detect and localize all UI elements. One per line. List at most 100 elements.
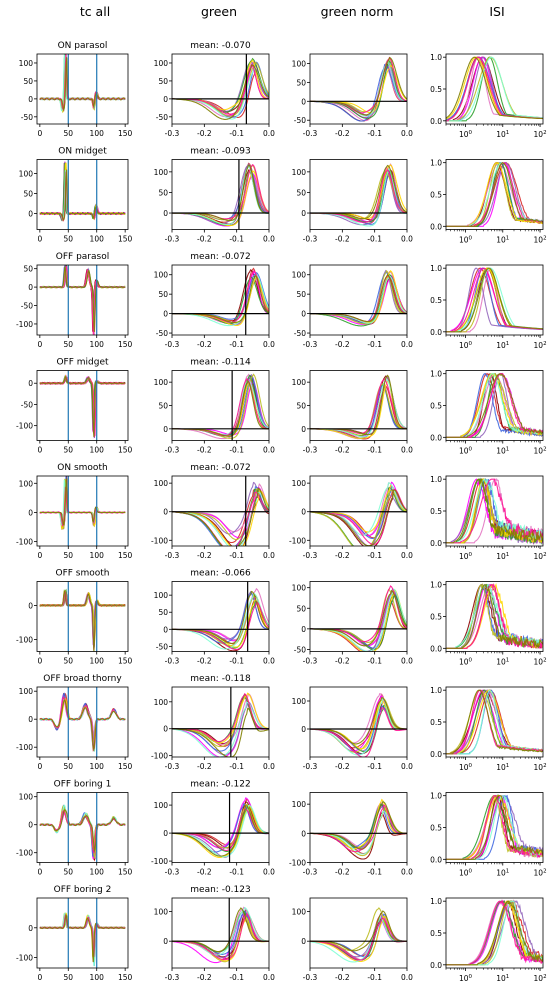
column-title-0: tc all bbox=[80, 4, 110, 19]
axes-frame bbox=[36, 475, 129, 547]
green-trace bbox=[172, 487, 269, 546]
x-tick-label: -0.1 bbox=[367, 551, 382, 560]
y-tick-label: 0.5 bbox=[430, 507, 442, 516]
y-tick-label: -50 bbox=[294, 329, 306, 338]
tc-trace bbox=[39, 478, 126, 530]
y-tick-label: 1.0 bbox=[430, 370, 442, 379]
y-tick-label: 1.0 bbox=[430, 581, 442, 590]
x-tick-label: 150 bbox=[118, 762, 133, 771]
axes-r4-c1: mean: -0.072 -100 0 100 -0.3 -0.2 -0.1 0.0 bbox=[151, 463, 275, 560]
green-trace bbox=[172, 913, 269, 961]
y-tick-label: 1.0 bbox=[430, 475, 442, 484]
x-tick-label: -0.3 bbox=[303, 868, 318, 877]
green-norm-trace bbox=[310, 489, 407, 546]
tc-trace bbox=[39, 912, 126, 956]
axes-r2-c3: 0.0 0.5 1.0 100 101 102 bbox=[430, 264, 547, 350]
x-tick-label: 0.0 bbox=[263, 235, 275, 244]
x-tick-label: -0.2 bbox=[335, 551, 350, 560]
y-tick-label: 50 bbox=[23, 77, 33, 86]
y-tick-label: 100 bbox=[292, 584, 307, 593]
tc-trace bbox=[39, 161, 126, 220]
x-tick-label: 100 bbox=[459, 341, 473, 350]
x-tick-label: 0 bbox=[37, 235, 42, 244]
mean-title: mean: -0.093 bbox=[190, 147, 250, 157]
y-tick-label: 0 bbox=[301, 625, 306, 634]
axes-frame bbox=[171, 686, 270, 758]
y-tick-label: 100 bbox=[154, 591, 169, 600]
axes-r7-c0: OFF boring 1 -100 0 100 0 50 100 150 bbox=[16, 780, 133, 877]
axes-frame bbox=[36, 370, 129, 441]
y-tick-label: 1.0 bbox=[430, 159, 442, 168]
tc-trace bbox=[39, 913, 126, 963]
tc-trace bbox=[39, 911, 126, 967]
y-tick-label: 0 bbox=[163, 425, 168, 434]
x-tick-label: 102 bbox=[534, 974, 547, 983]
x-tick-label: -0.3 bbox=[303, 657, 318, 666]
tc-trace bbox=[39, 376, 126, 439]
tc-trace bbox=[39, 61, 126, 112]
y-tick-label: -100 bbox=[289, 859, 306, 868]
x-tick-label: 102 bbox=[534, 869, 547, 878]
axes-r6-c3: 0.0 0.5 1.0 100 101 102 bbox=[430, 686, 547, 772]
axes-frame bbox=[171, 475, 270, 547]
y-tick-label: 0 bbox=[28, 821, 33, 830]
x-tick-label: 100 bbox=[459, 869, 473, 878]
x-tick-label: 101 bbox=[496, 130, 509, 139]
axes-r5-c2: -50 0 50 100 -0.3 -0.2 -0.1 0.0 bbox=[292, 581, 413, 666]
y-tick-label: 0 bbox=[163, 209, 168, 218]
x-tick-label: 50 bbox=[64, 340, 74, 349]
y-tick-label: 0.0 bbox=[430, 750, 442, 759]
x-tick-label: 101 bbox=[496, 447, 509, 456]
x-tick-label: -0.2 bbox=[335, 657, 350, 666]
axes-frame bbox=[36, 897, 129, 969]
tc-trace bbox=[39, 591, 126, 639]
tc-trace bbox=[39, 61, 126, 111]
axes-r6-c1: mean: -0.118 -100 0 100 -0.3 -0.2 -0.1 0.0 bbox=[151, 674, 275, 771]
cell-type-title: OFF boring 2 bbox=[54, 885, 112, 895]
tc-trace bbox=[39, 591, 126, 650]
tc-trace bbox=[39, 266, 126, 322]
green-trace bbox=[172, 694, 269, 743]
y-tick-label: 50 bbox=[158, 77, 168, 86]
y-tick-label: 0.0 bbox=[430, 961, 442, 970]
axes-r8-c2: 0 100 -0.3 -0.2 -0.1 0.0 bbox=[292, 897, 413, 982]
x-tick-label: 101 bbox=[496, 869, 509, 878]
tc-trace bbox=[39, 913, 126, 966]
x-tick-label: 50 bbox=[64, 129, 74, 138]
y-tick-label: 0 bbox=[301, 829, 306, 838]
x-tick-label: 100 bbox=[90, 340, 105, 349]
x-tick-label: 0 bbox=[37, 340, 42, 349]
axes-frame bbox=[171, 53, 270, 125]
cell-type-title: ON midget bbox=[58, 147, 107, 157]
y-tick-label: 100 bbox=[292, 378, 307, 387]
tc-trace bbox=[39, 265, 126, 324]
x-tick-label: 0.0 bbox=[401, 129, 413, 138]
tc-trace bbox=[39, 169, 126, 221]
x-tick-label: 0.0 bbox=[401, 762, 413, 771]
x-tick-label: 0.0 bbox=[263, 973, 275, 982]
x-tick-label: 0 bbox=[37, 551, 42, 560]
tc-trace bbox=[39, 479, 126, 529]
tc-trace bbox=[39, 804, 126, 851]
axes-frame bbox=[309, 897, 408, 969]
axes-r1-c3: 0.0 0.5 1.0 100 101 102 bbox=[430, 159, 547, 245]
axes-frame bbox=[36, 264, 129, 336]
axes-r4-c3: 0.0 0.5 1.0 100 101 102 bbox=[430, 475, 547, 561]
green-trace bbox=[172, 64, 269, 120]
y-tick-label: 100 bbox=[292, 697, 307, 706]
x-tick-label: -0.1 bbox=[229, 340, 244, 349]
isi-trace bbox=[446, 373, 543, 438]
x-tick-label: -0.3 bbox=[165, 657, 180, 666]
x-tick-label: -0.2 bbox=[197, 446, 212, 455]
x-tick-label: 0.0 bbox=[263, 657, 275, 666]
isi-trace bbox=[446, 689, 543, 755]
x-tick-label: 100 bbox=[90, 129, 105, 138]
green-norm-trace bbox=[310, 804, 407, 853]
isi-trace bbox=[446, 372, 543, 438]
x-tick-label: -0.3 bbox=[165, 868, 180, 877]
y-tick-label: 50 bbox=[23, 265, 33, 274]
y-tick-label: -100 bbox=[16, 954, 33, 963]
tc-trace bbox=[39, 809, 126, 853]
x-tick-label: 101 bbox=[496, 974, 509, 983]
x-tick-label: -0.2 bbox=[197, 868, 212, 877]
